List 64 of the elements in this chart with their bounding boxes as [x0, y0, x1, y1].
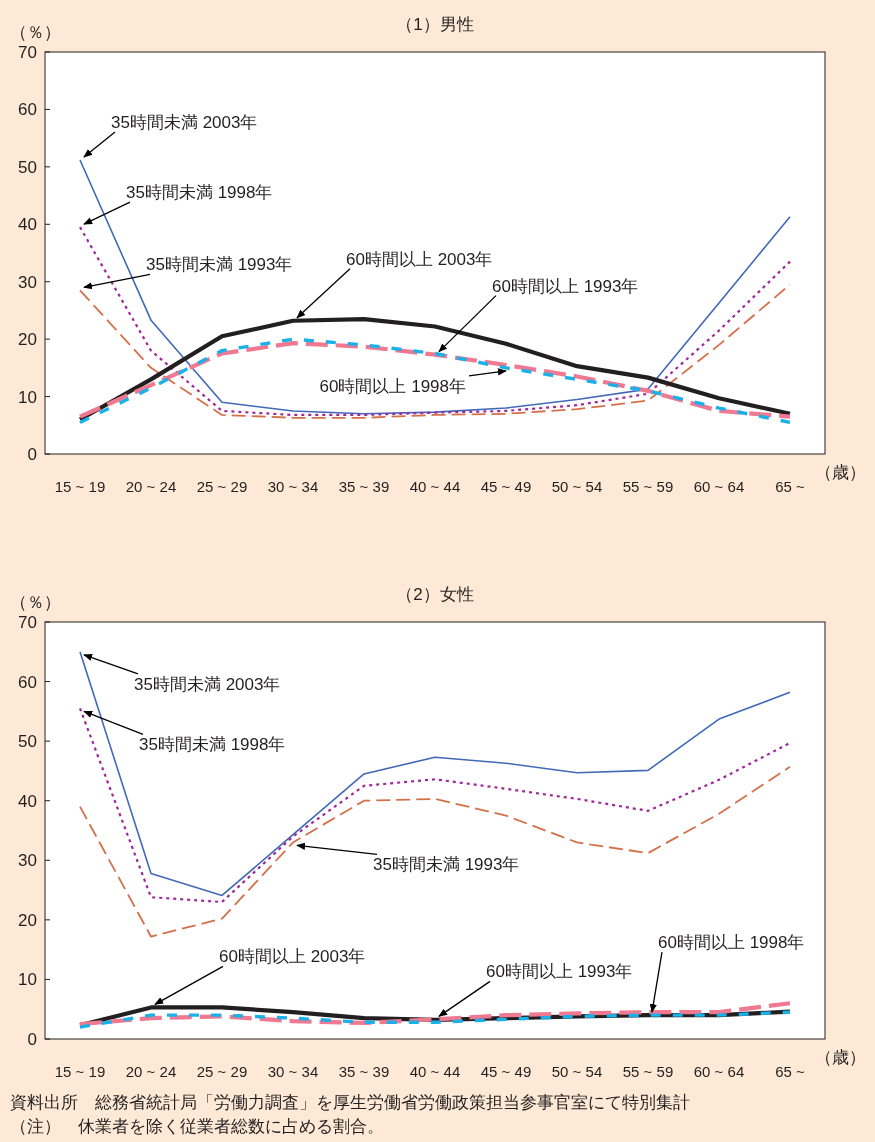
x-tick-label: 20 ~ 24 — [125, 478, 177, 495]
annotation: 35時間未満 1998年 — [139, 735, 286, 755]
annotation: 35時間未満 1993年 — [373, 855, 520, 875]
line-series — [77, 316, 793, 422]
x-tick-label: 50 ~ 54 — [551, 1063, 603, 1080]
x-tick-label: 65 ~ — [775, 478, 806, 495]
chart-title: （2）女性 — [396, 585, 474, 604]
annotation: 60時間以上 1998年 — [319, 376, 466, 396]
x-tick-label: 20 ~ 24 — [125, 1063, 177, 1080]
x-tick-label: 45 ~ 49 — [480, 1063, 532, 1080]
annotation: 35時間未満 1993年 — [146, 255, 293, 275]
x-tick-label: 25 ~ 29 — [196, 1063, 248, 1080]
y-tick-label: 30 — [18, 272, 37, 292]
x-tick-label: 55 ~ 59 — [622, 1063, 674, 1080]
y-tick-label: 20 — [18, 330, 37, 350]
y-tick-label: 70 — [18, 613, 37, 632]
x-tick-label: 60 ~ 64 — [693, 478, 745, 495]
y-tick-label: 40 — [18, 791, 37, 811]
annotation: 60時間以上 1998年 — [658, 933, 805, 953]
y-tick-label: 10 — [18, 387, 37, 407]
y-tick-label: 60 — [18, 100, 37, 120]
annotation: 35時間未満 1998年 — [126, 183, 273, 203]
line-series — [78, 707, 792, 904]
line-series — [79, 159, 791, 415]
line-series — [78, 226, 792, 417]
y-tick-label: 10 — [18, 970, 37, 990]
y-tick-label: 30 — [18, 851, 37, 871]
annotation: 35時間未満 2003年 — [111, 112, 258, 132]
x-tick-label: 15 ~ 19 — [54, 1063, 106, 1080]
y-tick-label: 50 — [18, 157, 37, 177]
x-tick-label: 45 ~ 49 — [480, 478, 532, 495]
x-tick-label: 55 ~ 59 — [622, 478, 674, 495]
x-tick-label: 35 ~ 39 — [338, 478, 390, 495]
x-tick-label: 15 ~ 19 — [54, 478, 106, 495]
x-axis-title: （歳） — [815, 1048, 866, 1067]
x-axis-title: （歳） — [815, 463, 866, 482]
annotation: 60時間以上 2003年 — [219, 947, 366, 967]
x-tick-label: 40 ~ 44 — [409, 478, 461, 495]
annotation: 60時間以上 1993年 — [492, 276, 639, 296]
text: 資料出所 総務省統計局「労働力調査」を厚生労働省労働政策担当参事官室にて特別集計 — [10, 1093, 690, 1112]
y-tick-label: 50 — [18, 732, 37, 752]
y-tick-label: 40 — [18, 215, 37, 235]
y-axis-title: （％） — [10, 593, 61, 612]
y-axis-title: （％） — [10, 23, 61, 42]
x-tick-label: 30 ~ 34 — [267, 1063, 319, 1080]
x-tick-label: 50 ~ 54 — [551, 478, 603, 495]
y-tick-label: 60 — [18, 672, 37, 692]
y-tick-label: 70 — [18, 43, 37, 62]
annotation: 60時間以上 1993年 — [486, 962, 633, 982]
text: （注） 休業者を除く従業者総数に占める割合。 — [10, 1117, 384, 1136]
x-tick-label: 30 ~ 34 — [267, 478, 319, 495]
x-tick-label: 60 ~ 64 — [693, 1063, 745, 1080]
x-tick-label: 35 ~ 39 — [338, 1063, 390, 1080]
line-series — [78, 1010, 792, 1029]
annotation: 60時間以上 2003年 — [346, 249, 493, 269]
x-tick-label: 65 ~ — [775, 1063, 806, 1080]
x-tick-label: 40 ~ 44 — [409, 1063, 461, 1080]
line-series — [79, 650, 791, 897]
y-tick-label: 0 — [27, 445, 37, 464]
x-tick-label: 25 ~ 29 — [196, 478, 248, 495]
y-tick-label: 20 — [18, 910, 37, 930]
y-tick-label: 0 — [27, 1030, 37, 1049]
chart-title: （1）男性 — [396, 15, 474, 34]
annotation: 35時間未満 2003年 — [134, 674, 281, 694]
